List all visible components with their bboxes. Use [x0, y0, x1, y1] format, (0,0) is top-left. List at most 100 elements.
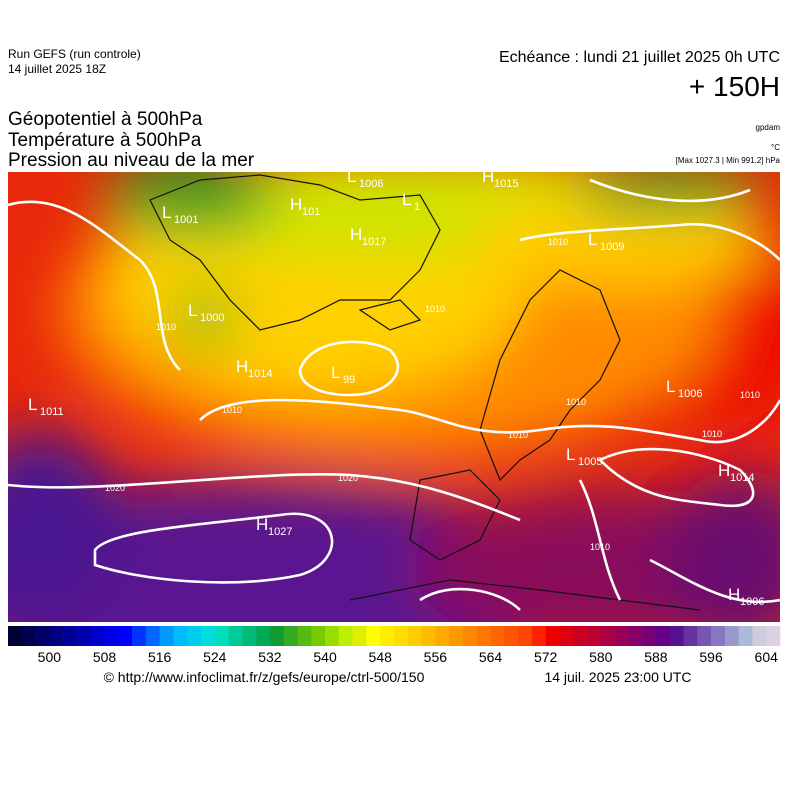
- colorbar-swatch: [669, 626, 684, 646]
- colorbar-swatch: [587, 626, 602, 646]
- isobar-label: 1010: [548, 237, 568, 247]
- colorbar-swatch: [132, 626, 147, 646]
- valid-time: Echéance : lundi 21 juillet 2025 0h UTC: [499, 49, 780, 66]
- colorbar-tick-label: 604: [755, 649, 779, 665]
- colorbar-swatch: [697, 626, 712, 646]
- unit: [Max 1027.3 | Min 991.2] hPa: [676, 156, 781, 165]
- colorbar-swatch: [559, 626, 574, 646]
- field: Pression au niveau de la mer: [8, 150, 255, 171]
- pressure-center-kind: H: [236, 357, 248, 376]
- pressure-center-value: 1017: [362, 236, 386, 248]
- colorbar-swatch: [380, 626, 395, 646]
- colorbar-swatch: [311, 626, 326, 646]
- colorbar-swatch: [35, 626, 50, 646]
- colorbar-tick-label: 548: [369, 649, 393, 665]
- colorbar-swatch: [76, 626, 92, 646]
- pressure-center-kind: L: [347, 167, 356, 186]
- colorbar-tick-label: 580: [589, 649, 613, 665]
- colorbar-swatch: [490, 626, 505, 646]
- colorbar-swatch: [752, 626, 767, 646]
- colorbar-swatch: [642, 626, 657, 646]
- pressure-center-kind: L: [402, 190, 411, 209]
- pressure-center-value: 1: [414, 201, 420, 213]
- field: Géopotentiel à 500hPa: [8, 109, 203, 130]
- colorbar-swatch: [21, 626, 36, 646]
- generated: 14 juil. 2025 23:00 UTC: [544, 669, 691, 685]
- isobar-label: 1010: [156, 322, 176, 332]
- colorbar-swatch: [683, 626, 698, 646]
- colorbar-swatch: [614, 626, 629, 646]
- colorbar-swatch: [242, 626, 257, 646]
- pressure-center-kind: L: [588, 230, 597, 249]
- map: [8, 172, 780, 622]
- unit: gpdam: [756, 123, 781, 132]
- pressure-center-kind: H: [290, 195, 302, 214]
- isobar-label: 1010: [740, 390, 760, 400]
- pressure-center-value: 1014: [248, 368, 272, 380]
- colorbar-swatch: [421, 626, 436, 646]
- colorbar-swatch: [8, 626, 23, 646]
- pressure-center-kind: H: [718, 461, 730, 480]
- colorbar-swatch: [407, 626, 422, 646]
- colorbar-swatch: [173, 626, 188, 646]
- colorbar-swatch: [504, 626, 519, 646]
- pressure-center-value: 99: [343, 374, 355, 386]
- colorbar-swatch: [201, 626, 216, 646]
- colorbar-swatch: [283, 626, 298, 646]
- colorbar-swatch: [90, 626, 105, 646]
- pressure-center-value: 1005: [578, 456, 602, 468]
- pressure-center-value: 1009: [600, 241, 624, 253]
- colorbar-swatch: [49, 626, 64, 646]
- pressure-center-kind: H: [482, 167, 494, 186]
- pressure-center-value: 1011: [40, 406, 64, 418]
- isobar-label: 1010: [590, 542, 610, 552]
- colorbar-swatch: [435, 626, 450, 646]
- colorbar-swatch: [573, 626, 588, 646]
- colorbar-swatch: [297, 626, 312, 646]
- pressure-center-kind: L: [331, 363, 340, 382]
- pressure-center-kind: L: [666, 377, 675, 396]
- colorbar-tick-label: 532: [258, 649, 282, 665]
- colorbar-swatch: [366, 626, 381, 646]
- colorbar-swatch: [159, 626, 174, 646]
- pressure-center-value: 1000: [200, 312, 224, 324]
- isobar-label: 1010: [222, 405, 242, 415]
- colorbar-tick-label: 516: [148, 649, 172, 665]
- pressure-center-value: 1015: [494, 178, 518, 190]
- colorbar-swatch: [63, 626, 78, 646]
- colorbar-swatch: [256, 626, 271, 646]
- pressure-center-value: 1001: [174, 214, 198, 226]
- isobar-label: 1010: [508, 430, 528, 440]
- run: Run GEFS (run controle): [8, 47, 141, 61]
- pressure-center-kind: L: [566, 445, 575, 464]
- colorbar-swatch: [269, 626, 285, 646]
- colorbar-tick-label: 596: [699, 649, 723, 665]
- colorbar-swatch: [545, 626, 560, 646]
- pressure-center-kind: H: [256, 515, 268, 534]
- colorbar-swatch: [531, 626, 546, 646]
- colorbar-tick-label: 556: [424, 649, 448, 665]
- colorbar-swatch: [655, 626, 671, 646]
- pressure-center-kind: L: [28, 395, 37, 414]
- colorbar-swatch: [145, 626, 160, 646]
- pressure-center-kind: H: [350, 225, 362, 244]
- pressure-center-value: 1006: [678, 388, 702, 400]
- isobar-label: 1010: [566, 397, 586, 407]
- colorbar-tick-label: 564: [479, 649, 503, 665]
- colorbar-swatch: [711, 626, 726, 646]
- pressure-center-value: 1027: [268, 526, 292, 538]
- pressure-center-value: 101: [302, 206, 320, 218]
- lead-time: + 150H: [689, 71, 780, 102]
- colorbar-tick-label: 500: [38, 649, 62, 665]
- colorbar-swatch: [766, 626, 781, 646]
- source: © http://www.infoclimat.fr/z/gefs/europe…: [104, 669, 425, 685]
- field: Température à 500hPa: [8, 130, 202, 151]
- colorbar-tick-label: 588: [644, 649, 668, 665]
- pressure-center-kind: H: [728, 585, 740, 604]
- pressure-center-value: 1006: [740, 596, 764, 608]
- colorbar-swatch: [724, 626, 739, 646]
- colorbar-swatch: [118, 626, 133, 646]
- isobar-label: 1010: [702, 429, 722, 439]
- unit: °C: [771, 143, 780, 152]
